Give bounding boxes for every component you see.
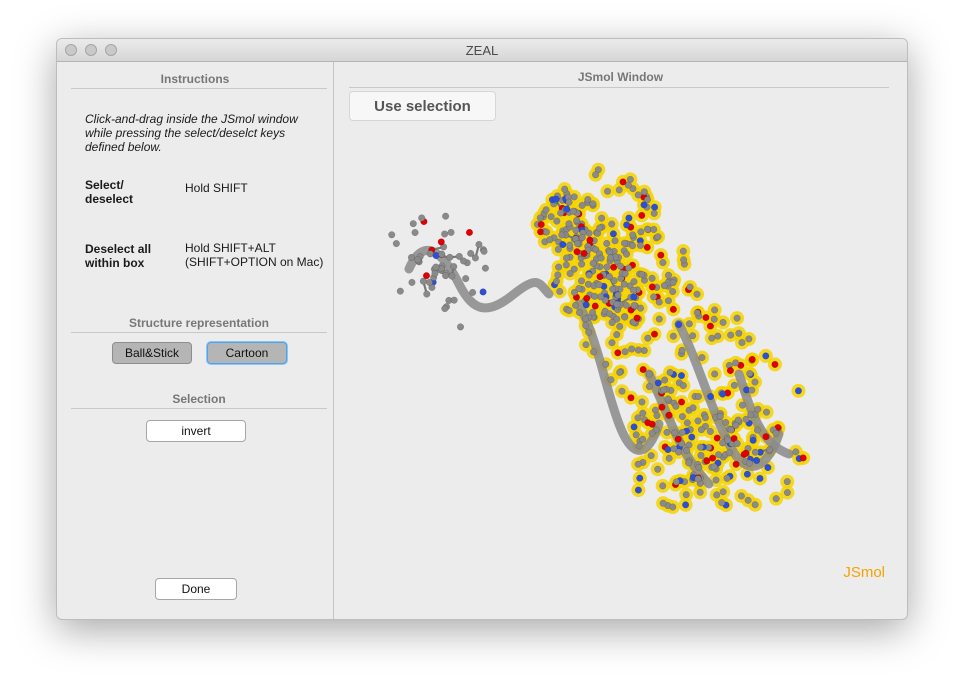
left-panel: Instructions Click-and-drag inside the J… [57,62,334,619]
ball-and-stick-button[interactable]: Ball&Stick [112,342,192,364]
instructions-text: Click-and-drag inside the JSmol window w… [85,112,298,154]
minimize-window-button[interactable] [85,44,97,56]
selection-title: Selection [172,392,226,406]
close-window-button[interactable] [65,44,77,56]
deselect-key-label: Deselect all within box [85,242,152,270]
jsmol-brand-label: JSmol [843,564,885,581]
jsmol-window-title: JSmol Window [577,70,664,84]
cartoon-button[interactable]: Cartoon [207,342,287,364]
use-selection-button[interactable]: Use selection [349,91,496,121]
select-key-value: Hold SHIFT [185,181,248,195]
molecule-structure [388,162,811,515]
app-window: ZEAL Instructions Click-and-drag inside … [56,38,908,620]
jsmol-panel: JSmol Window Use selection JSmol [334,62,907,619]
atom-balls [388,166,807,511]
window-title: ZEAL [465,43,499,58]
title-bar: ZEAL [57,39,907,62]
instructions-title: Instructions [160,72,230,86]
jsmol-viewer[interactable] [349,124,889,586]
instructions-divider [71,88,327,89]
jsmol-divider [349,87,889,88]
done-button[interactable]: Done [155,578,237,600]
select-key-label: Select/ deselect [85,178,134,206]
representation-title: Structure representation [128,316,270,330]
selection-divider [71,408,327,409]
invert-selection-button[interactable]: invert [146,420,246,442]
zoom-window-button[interactable] [105,44,117,56]
deselect-key-value: Hold SHIFT+ALT (SHIFT+OPTION on Mac) [185,241,324,269]
representation-divider [71,332,327,333]
